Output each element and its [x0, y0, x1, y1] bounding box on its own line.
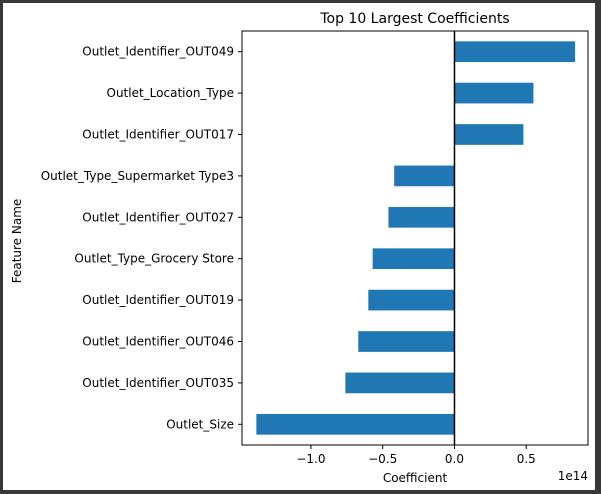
y-tick-label: Outlet_Identifier_OUT046 — [82, 335, 234, 349]
y-axis-label: Feature Name — [10, 199, 24, 284]
bar-chart: Top 10 Largest Coefficients Outlet_Ident… — [10, 11, 589, 485]
bar — [388, 206, 455, 228]
y-tick-label: Outlet_Identifier_OUT017 — [82, 128, 234, 142]
x-tick-label: −1.0 — [296, 452, 325, 466]
x-tick-label: 0.5 — [517, 452, 536, 466]
y-tick-label: Outlet_Location_Type — [107, 86, 235, 100]
bar — [394, 165, 455, 187]
plot-area — [241, 30, 589, 446]
y-tick-label: Outlet_Identifier_OUT019 — [82, 293, 234, 307]
y-tick-label: Outlet_Type_Grocery Store — [74, 252, 234, 266]
bar — [454, 124, 524, 145]
y-tick-label: Outlet_Identifier_OUT035 — [82, 376, 234, 390]
bar — [372, 248, 455, 270]
bar — [345, 372, 455, 394]
y-tick-label: Outlet_Identifier_OUT049 — [82, 45, 234, 59]
figure: Top 10 Largest Coefficients Outlet_Ident… — [3, 3, 595, 490]
x-tick-label: −0.5 — [368, 452, 397, 466]
bar — [454, 41, 576, 63]
x-tick-label: 0.0 — [445, 452, 464, 466]
x-axis-offset-text: 1e14 — [558, 469, 588, 483]
y-tick-label: Outlet_Identifier_OUT027 — [82, 210, 234, 224]
x-axis-label: Coefficient — [383, 471, 448, 485]
y-tick-label: Outlet_Size — [166, 417, 234, 431]
y-tick-label: Outlet_Type_Supermarket Type3 — [41, 169, 234, 183]
chart-title: Top 10 Largest Coefficients — [319, 11, 509, 27]
bar — [368, 289, 455, 311]
bar — [358, 331, 455, 352]
bar — [454, 82, 534, 104]
bar — [256, 413, 455, 435]
